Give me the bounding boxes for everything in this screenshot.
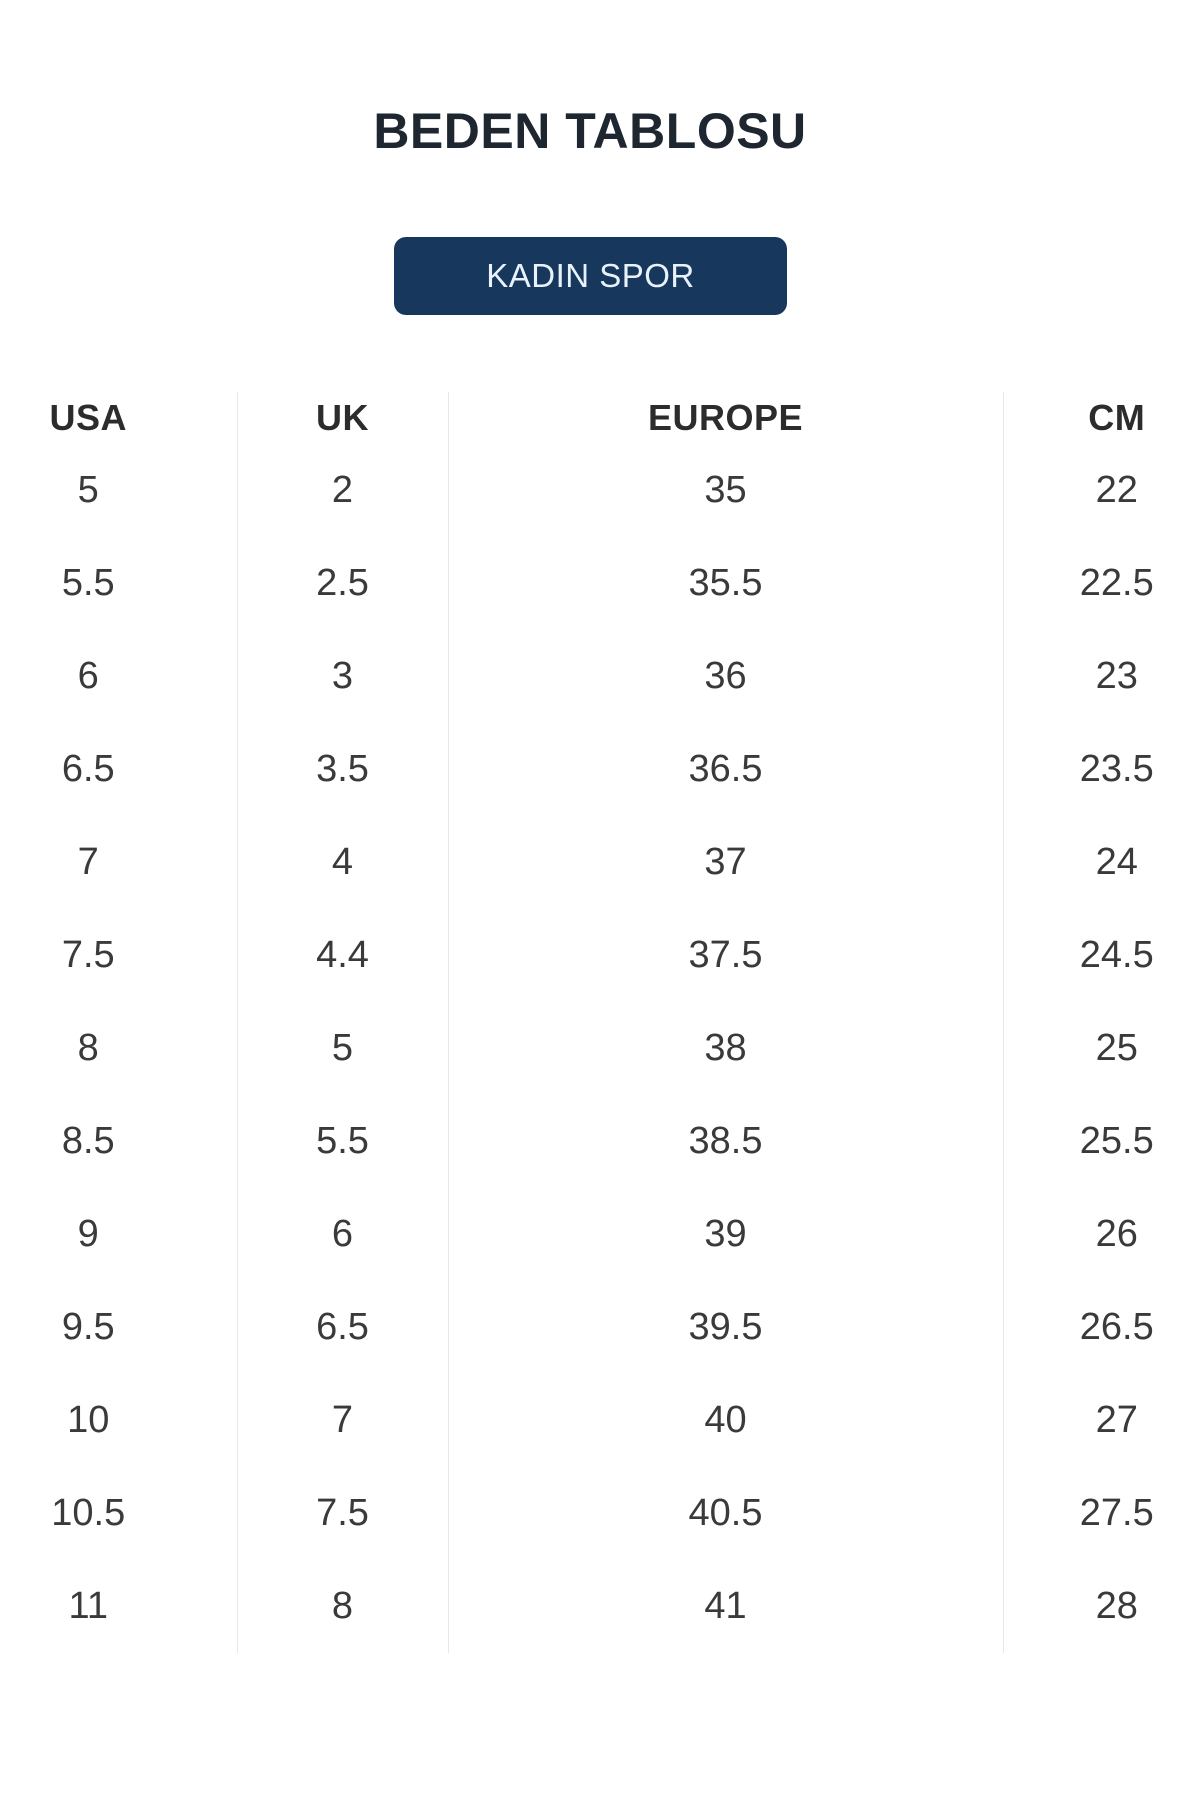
- size-cell: 2: [237, 444, 449, 537]
- size-cell: 22.5: [1079, 562, 1154, 604]
- table-row: 8 5 38 25: [0, 1002, 1200, 1095]
- table-row: 10 7 40 27: [0, 1374, 1200, 1467]
- size-cell: 36: [448, 630, 1004, 723]
- size-cell: 24: [1095, 841, 1138, 883]
- size-cell: 39: [448, 1188, 1004, 1281]
- table-row: 9.5 6.5 39.5 26.5: [0, 1281, 1200, 1374]
- size-cell: 6.5: [237, 1281, 449, 1374]
- size-cell: 9.5: [0, 1281, 238, 1374]
- size-cell: 37.5: [448, 909, 1004, 1002]
- size-cell: 5.5: [0, 537, 238, 630]
- table-row: 11 8 41 28: [0, 1560, 1200, 1653]
- size-table: USA UK EUROPE CM 5 2 35 22 5.5 2.5 35.5: [0, 392, 1200, 1653]
- size-cell: 8: [237, 1560, 449, 1653]
- category-button[interactable]: KADIN SPOR: [394, 237, 787, 315]
- table-row: 5.5 2.5 35.5 22.5: [0, 537, 1200, 630]
- table-row: 7.5 4.4 37.5 24.5: [0, 909, 1200, 1002]
- table-row: 5 2 35 22: [0, 444, 1200, 537]
- size-cell: 8.5: [0, 1095, 238, 1188]
- size-cell: 26.5: [1079, 1306, 1154, 1348]
- size-cell: 7: [237, 1374, 449, 1467]
- size-cell: 10.5: [0, 1467, 238, 1560]
- size-cell: 5: [237, 1002, 449, 1095]
- size-cell: 36.5: [448, 723, 1004, 816]
- table-row: 10.5 7.5 40.5 27.5: [0, 1467, 1200, 1560]
- size-cell: 24.5: [1079, 934, 1154, 976]
- size-cell: 38.5: [448, 1095, 1004, 1188]
- size-cell: 37: [448, 816, 1004, 909]
- size-cell: 40.5: [448, 1467, 1004, 1560]
- size-cell: 28: [1095, 1585, 1138, 1627]
- size-cell: 25: [1095, 1027, 1138, 1069]
- size-cell: 6.5: [0, 723, 238, 816]
- size-cell: 3.5: [237, 723, 449, 816]
- size-cell: 3: [237, 630, 449, 723]
- size-cell: 4: [237, 816, 449, 909]
- size-cell: 10: [0, 1374, 238, 1467]
- size-cell: 7.5: [237, 1467, 449, 1560]
- size-cell: 4.4: [237, 909, 449, 1002]
- size-cell: 5: [0, 444, 238, 537]
- size-cell: 2.5: [237, 537, 449, 630]
- table-row: 6 3 36 23: [0, 630, 1200, 723]
- size-cell: 23: [1095, 655, 1138, 697]
- table-row: 7 4 37 24: [0, 816, 1200, 909]
- size-cell: 26: [1095, 1213, 1138, 1255]
- size-cell: 7: [0, 816, 238, 909]
- size-cell: 35: [448, 444, 1004, 537]
- table-header-row: USA UK EUROPE CM: [0, 392, 1200, 444]
- size-cell: 9: [0, 1188, 238, 1281]
- size-cell: 11: [0, 1560, 238, 1653]
- size-cell: 27: [1095, 1399, 1138, 1441]
- size-cell: 41: [448, 1560, 1004, 1653]
- column-header-uk: UK: [237, 392, 449, 444]
- table-row: 9 6 39 26: [0, 1188, 1200, 1281]
- table-row: 8.5 5.5 38.5 25.5: [0, 1095, 1200, 1188]
- column-header-europe: EUROPE: [448, 392, 1004, 444]
- column-header-usa: USA: [0, 392, 238, 444]
- size-cell: 6: [0, 630, 238, 723]
- size-cell: 35.5: [448, 537, 1004, 630]
- size-cell: 40: [448, 1374, 1004, 1467]
- size-cell: 39.5: [448, 1281, 1004, 1374]
- size-cell: 27.5: [1079, 1492, 1154, 1534]
- size-cell: 23.5: [1079, 748, 1154, 790]
- size-cell: 22: [1095, 469, 1138, 511]
- size-cell: 8: [0, 1002, 238, 1095]
- size-cell: 7.5: [0, 909, 238, 1002]
- page-title: BEDEN TABLOSU: [373, 103, 807, 159]
- size-cell: 38: [448, 1002, 1004, 1095]
- size-cell: 5.5: [237, 1095, 449, 1188]
- size-cell: 25.5: [1079, 1120, 1154, 1162]
- table-row: 6.5 3.5 36.5 23.5: [0, 723, 1200, 816]
- column-header-cm: CM: [1088, 397, 1146, 438]
- size-cell: 6: [237, 1188, 449, 1281]
